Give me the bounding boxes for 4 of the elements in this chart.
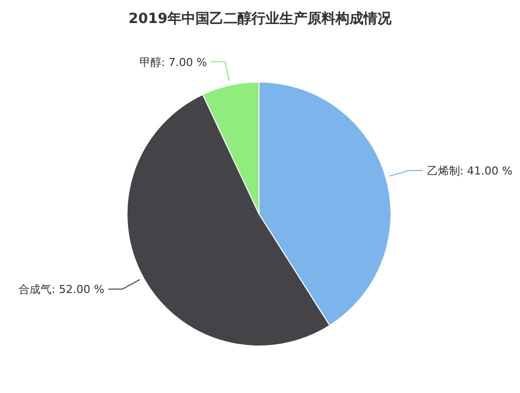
- chart-title: 2019年中国乙二醇行业生产原料构成情况: [128, 10, 392, 29]
- slice-label: 甲醇: 7.00 %: [139, 56, 207, 69]
- slice-label: 乙烯制: 41.00 %: [426, 164, 512, 178]
- slice-label: 合成气: 52.00 %: [18, 283, 104, 296]
